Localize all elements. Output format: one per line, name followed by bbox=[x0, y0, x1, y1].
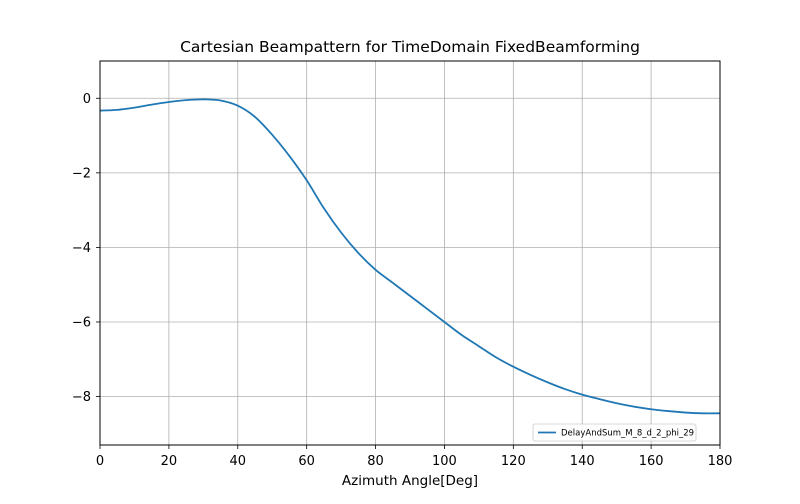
plot-area bbox=[99, 98, 721, 415]
x-tick-label: 120 bbox=[501, 454, 526, 469]
y-tick-label: 0 bbox=[83, 92, 91, 107]
axis-ticks: 0 20 40 60 80 100 120 140 160 180 0 −2 −4 −6 −8 bbox=[72, 92, 733, 469]
x-tick-label: 0 bbox=[96, 454, 104, 469]
legend-entry: DelayAndSum_M_8_d_2_phi_29 bbox=[561, 429, 694, 439]
y-tick-label: −8 bbox=[72, 390, 91, 405]
legend: DelayAndSum_M_8_d_2_phi_29 bbox=[532, 423, 697, 442]
grid-lines bbox=[99, 61, 721, 445]
y-tick-label: −4 bbox=[72, 241, 91, 256]
legend-box bbox=[532, 423, 697, 442]
chart-title: Cartesian Beampattern for TimeDomain Fix… bbox=[180, 38, 640, 56]
series-line bbox=[99, 98, 721, 415]
x-tick-label: 140 bbox=[570, 454, 595, 469]
y-tick-label: −2 bbox=[72, 166, 91, 181]
x-tick-label: 20 bbox=[161, 454, 178, 469]
plot-frame bbox=[99, 60, 721, 446]
x-tick-label: 100 bbox=[432, 454, 457, 469]
x-tick-label: 160 bbox=[639, 454, 664, 469]
x-tick-label: 180 bbox=[708, 454, 733, 469]
x-tick-label: 60 bbox=[298, 454, 315, 469]
x-tick-label: 40 bbox=[230, 454, 247, 469]
x-axis-label: Azimuth Angle[Deg] bbox=[342, 473, 478, 489]
y-tick-label: −6 bbox=[72, 315, 91, 330]
x-tick-label: 80 bbox=[367, 454, 384, 469]
